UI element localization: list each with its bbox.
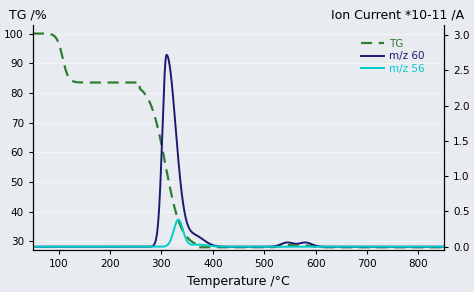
Line: m/z 60: m/z 60 — [33, 55, 444, 247]
m/z 56 — [101, 245, 107, 248]
TG — [389, 246, 395, 249]
m/z 60 — [77, 245, 82, 248]
m/z 56 — [206, 244, 211, 247]
m/z 60 — [188, 229, 193, 232]
m/z 60 — [389, 245, 395, 248]
TG — [433, 246, 439, 249]
m/z 60 — [164, 53, 169, 57]
m/z 60 — [30, 245, 36, 248]
TG — [30, 32, 36, 35]
X-axis label: Temperature /°C: Temperature /°C — [187, 275, 290, 288]
m/z 60 — [441, 245, 447, 248]
m/z 56 — [441, 245, 447, 248]
m/z 56 — [188, 243, 193, 246]
m/z 60 — [433, 245, 439, 248]
TG — [441, 246, 447, 249]
Line: m/z 56: m/z 56 — [33, 220, 444, 247]
Legend: TG, m/z 60, m/z 56: TG, m/z 60, m/z 56 — [359, 36, 427, 76]
m/z 56 — [30, 245, 36, 248]
TG — [194, 246, 200, 249]
m/z 60 — [101, 245, 107, 248]
TG — [77, 81, 82, 84]
m/z 56 — [175, 218, 181, 221]
Line: TG: TG — [33, 34, 444, 247]
m/z 56 — [433, 245, 439, 248]
Text: Ion Current *10-11 /A: Ion Current *10-11 /A — [331, 9, 465, 22]
TG — [206, 246, 211, 249]
Text: TG /%: TG /% — [9, 9, 47, 22]
TG — [101, 81, 107, 84]
m/z 56 — [389, 245, 395, 248]
TG — [188, 239, 193, 242]
m/z 56 — [77, 245, 82, 248]
m/z 60 — [206, 241, 211, 245]
